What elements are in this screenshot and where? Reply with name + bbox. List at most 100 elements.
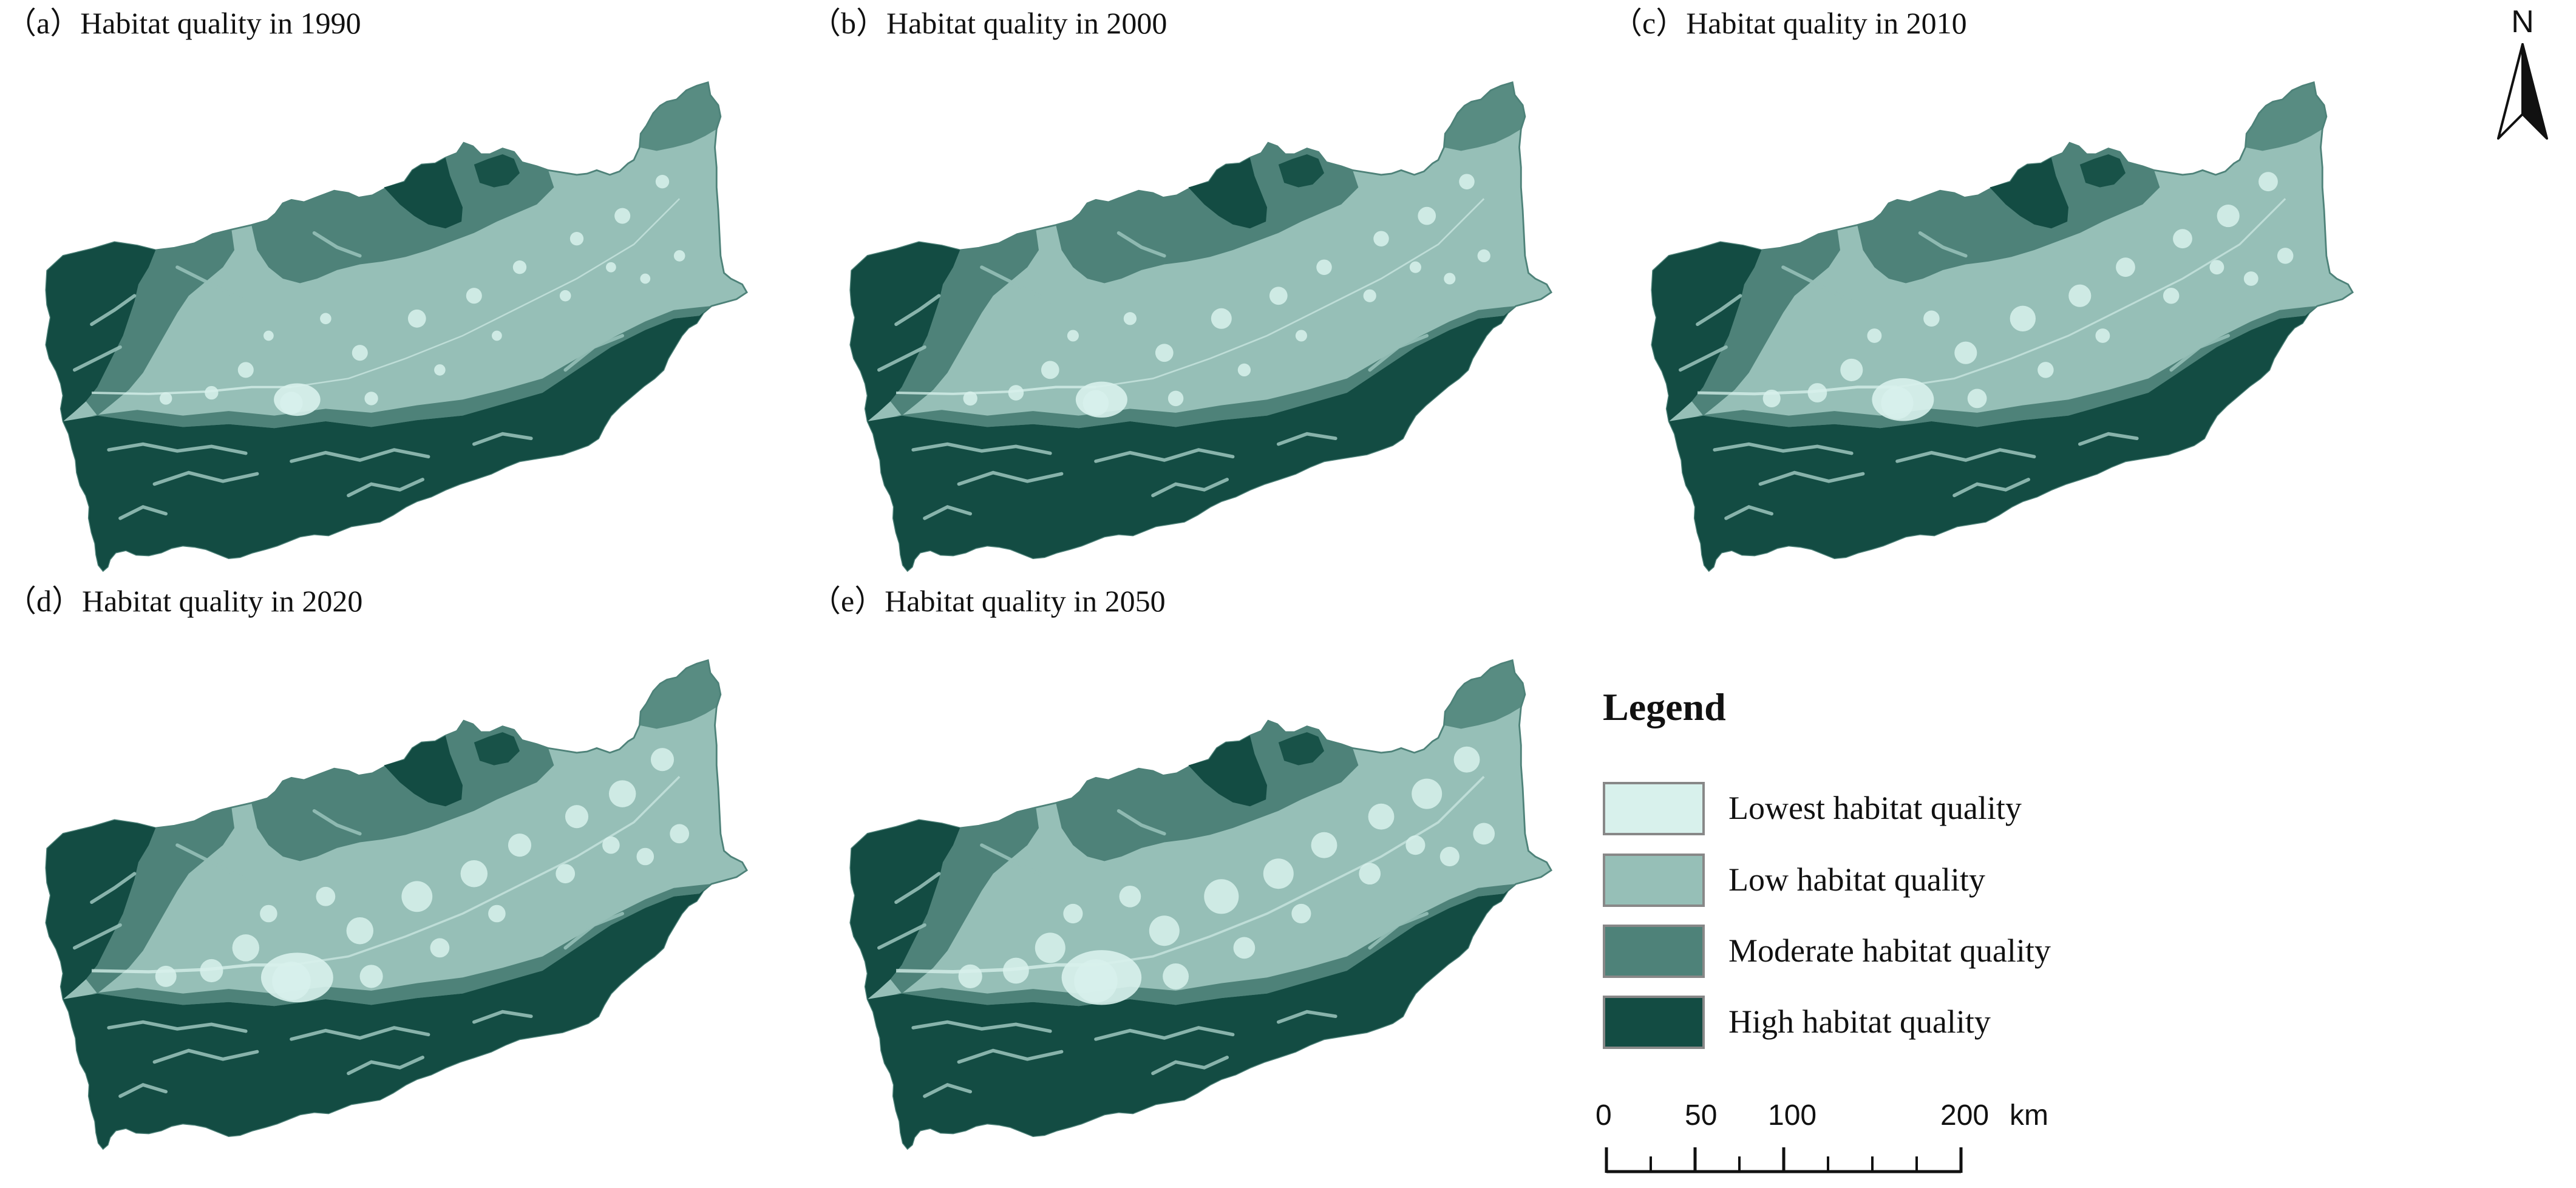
urban-area xyxy=(200,959,223,983)
panel-title: （e）Habitat quality in 2050 xyxy=(811,584,1166,618)
region-high-north-2 xyxy=(1278,732,1324,765)
urban-area xyxy=(237,362,254,378)
urban-area xyxy=(2095,328,2110,343)
valley-line xyxy=(1781,265,1854,304)
urban-area xyxy=(1123,312,1137,325)
urban-area xyxy=(155,965,177,987)
transport-line xyxy=(1095,776,1485,966)
urban-area xyxy=(1459,174,1475,189)
valley-line xyxy=(1151,1056,1229,1076)
urban-area xyxy=(460,860,488,888)
valley-line xyxy=(980,843,1052,881)
scale-bar-line xyxy=(1605,1147,1963,1173)
valley-line xyxy=(1895,448,2036,463)
region-high-north xyxy=(1990,157,2068,229)
scale-tick-label: 100 xyxy=(1768,1099,1817,1132)
urban-area xyxy=(640,273,651,284)
habitat-map-2020 xyxy=(45,659,748,1150)
map-panel-1990: （a）Habitat quality in 1990 xyxy=(6,5,795,572)
urban-area xyxy=(346,917,374,945)
valley-line xyxy=(90,872,137,905)
urban-area xyxy=(359,965,383,988)
habitat-map-1990 xyxy=(45,81,748,572)
region-moderate-northeast xyxy=(639,660,721,729)
urban-area xyxy=(1368,803,1395,830)
valley-line xyxy=(1094,1026,1235,1041)
urban-area xyxy=(614,208,631,224)
main-city-area xyxy=(1061,950,1142,1005)
valley-line xyxy=(472,432,533,446)
transport-line xyxy=(291,198,681,388)
main-city-area xyxy=(1075,381,1127,418)
valley-line xyxy=(2078,432,2139,446)
valley-line xyxy=(312,231,362,258)
valley-line xyxy=(1276,432,1337,446)
region-high-west xyxy=(46,242,156,422)
main-city-area xyxy=(260,952,333,1003)
transport-line xyxy=(1095,198,1485,388)
urban-area xyxy=(1155,344,1174,362)
urban-area xyxy=(556,864,576,884)
region-moderate-south xyxy=(1698,306,2317,429)
urban-area xyxy=(655,175,670,189)
urban-area xyxy=(1867,328,1882,343)
panel-title: （c）Habitat quality in 2010 xyxy=(1612,6,1967,40)
region-high-west xyxy=(850,242,960,422)
urban-area xyxy=(2258,172,2278,192)
panel-title: （b）Habitat quality in 2000 xyxy=(811,6,1167,40)
urban-area xyxy=(316,886,336,906)
main-city-area xyxy=(1872,378,1934,421)
valley-line xyxy=(1678,345,1728,372)
urban-area xyxy=(352,345,368,361)
urban-area xyxy=(1473,823,1495,845)
region-high-west xyxy=(1651,242,1762,422)
valley-line xyxy=(1276,1010,1337,1024)
valley-line xyxy=(290,1026,430,1041)
region-high-south xyxy=(63,306,712,571)
valley-line xyxy=(90,294,137,327)
valley-line xyxy=(923,1082,973,1098)
habitat-map-2000 xyxy=(849,81,1552,572)
urban-area xyxy=(1063,903,1083,924)
map-legend: Legend Lowest habitat quality Low habita… xyxy=(1603,683,2149,1071)
valley-line xyxy=(118,1082,168,1098)
map-group xyxy=(849,81,1552,572)
urban-area xyxy=(2068,284,2092,307)
valley-line xyxy=(877,923,926,950)
scale-tick-label: 200 xyxy=(1940,1099,1990,1132)
urban-area xyxy=(1439,846,1460,867)
north-letter: N xyxy=(2511,4,2534,39)
urban-area xyxy=(1923,310,1940,327)
urban-area xyxy=(963,391,977,406)
urban-area xyxy=(1167,390,1184,407)
scale-tick-label: 0 xyxy=(1596,1099,1612,1132)
panel-title: （a）Habitat quality in 1990 xyxy=(6,6,361,40)
region-high-north-2 xyxy=(474,732,520,765)
legend-label: Low habitat quality xyxy=(1728,861,1985,898)
valley-line xyxy=(1116,231,1166,258)
legend-title: Legend xyxy=(1603,685,1726,728)
urban-area xyxy=(1237,363,1251,377)
urban-area xyxy=(1295,330,1307,342)
urban-area xyxy=(1008,385,1024,401)
urban-area xyxy=(958,964,982,989)
urban-area xyxy=(263,330,274,341)
region-moderate-south xyxy=(92,884,712,1006)
region-high-north-2 xyxy=(1278,154,1324,188)
map-group xyxy=(45,659,748,1150)
urban-area xyxy=(1035,932,1065,963)
valley-line xyxy=(957,470,1064,486)
region-moderate-south xyxy=(896,884,1516,1006)
valley-line xyxy=(2169,334,2231,372)
legend-swatch xyxy=(1603,925,1705,978)
urban-area xyxy=(1002,957,1029,984)
urban-area xyxy=(1418,206,1436,225)
urban-area xyxy=(636,847,654,866)
urban-area xyxy=(320,313,331,325)
urban-area xyxy=(1041,361,1059,379)
valley-line xyxy=(107,1020,248,1033)
region-high-west xyxy=(46,820,156,999)
scale-bar: 0 50 100 200 km xyxy=(1596,1099,2064,1184)
urban-area xyxy=(1233,937,1256,959)
transport-line xyxy=(1897,198,2286,389)
